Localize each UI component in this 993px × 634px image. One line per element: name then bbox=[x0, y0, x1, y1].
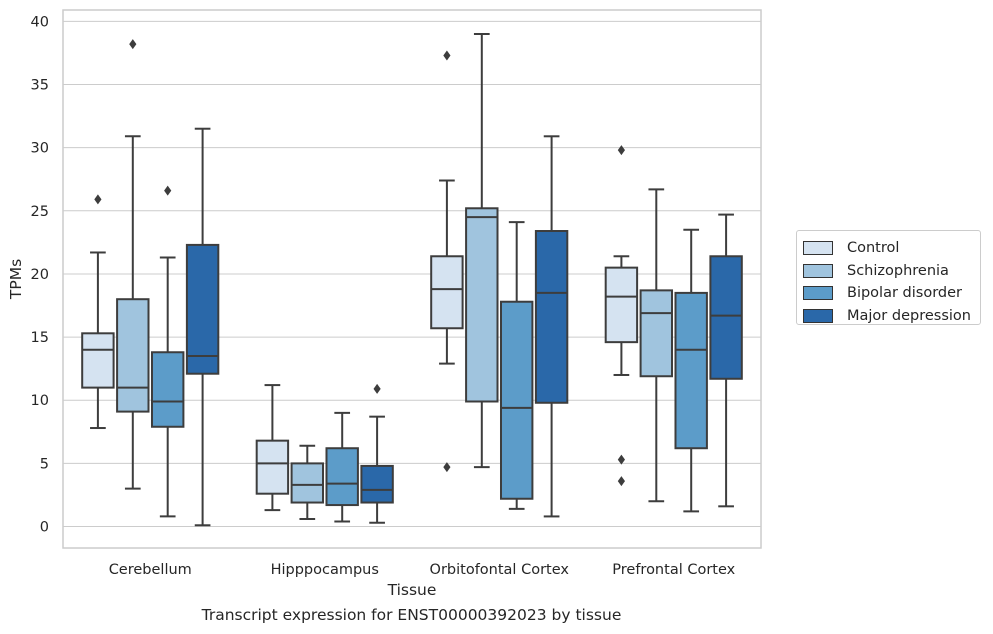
box bbox=[534, 230, 569, 404]
plot-frame bbox=[62, 9, 762, 549]
box bbox=[499, 300, 534, 500]
x-tick-label: Orbitofontal Cortex bbox=[430, 562, 570, 578]
y-tick-label: 10 bbox=[31, 393, 49, 409]
y-tick-label: 35 bbox=[31, 78, 49, 94]
legend-label-bipolar-disorder: Bipolar disorder bbox=[847, 285, 962, 302]
legend-swatch-schizophrenia bbox=[803, 263, 833, 278]
outlier-point bbox=[443, 462, 451, 473]
box bbox=[465, 207, 499, 403]
legend-label-major-depression: Major depression bbox=[847, 307, 971, 324]
outlier-point bbox=[443, 50, 451, 61]
y-tick-label: 15 bbox=[31, 330, 49, 346]
x-tick-label: Hipppocampus bbox=[271, 562, 379, 578]
legend-item-bipolar-disorder: Bipolar disorder bbox=[803, 282, 980, 305]
outlier-point bbox=[617, 454, 625, 465]
legend-label-schizophrenia: Schizophrenia bbox=[847, 262, 949, 279]
box bbox=[150, 351, 185, 428]
box bbox=[290, 462, 325, 504]
box bbox=[709, 255, 743, 380]
legend-swatch-bipolar-disorder bbox=[803, 286, 833, 301]
box bbox=[81, 332, 115, 389]
box bbox=[639, 289, 674, 378]
legend-label-control: Control bbox=[847, 240, 900, 257]
legend: Control Schizophrenia Bipolar disorder M… bbox=[796, 230, 981, 325]
x-axis-title: Tissue bbox=[387, 581, 437, 599]
y-tick-label: 40 bbox=[31, 14, 49, 30]
box bbox=[604, 266, 639, 344]
outlier-point bbox=[373, 383, 381, 394]
y-tick-label: 20 bbox=[31, 267, 49, 283]
box bbox=[255, 439, 290, 495]
legend-swatch-control bbox=[803, 241, 833, 256]
outlier-point bbox=[94, 194, 102, 205]
y-axis-title: TPMs bbox=[7, 259, 25, 300]
x-tick-label: Prefrontal Cortex bbox=[612, 562, 735, 578]
legend-swatch-major-depression bbox=[803, 308, 833, 323]
legend-item-control: Control bbox=[803, 237, 980, 260]
y-tick-label: 0 bbox=[40, 520, 49, 536]
legend-item-major-depression: Major depression bbox=[803, 305, 980, 328]
box bbox=[360, 464, 394, 504]
box bbox=[116, 298, 150, 413]
outlier-point bbox=[617, 145, 625, 156]
box bbox=[674, 291, 708, 450]
box bbox=[325, 447, 359, 507]
y-tick-label: 25 bbox=[31, 204, 49, 220]
box bbox=[185, 243, 220, 375]
box bbox=[430, 255, 464, 330]
legend-item-schizophrenia: Schizophrenia bbox=[803, 260, 980, 283]
x-tick-label: Cerebellum bbox=[109, 562, 192, 578]
y-tick-label: 30 bbox=[31, 141, 49, 157]
outlier-point bbox=[164, 185, 172, 196]
outlier-point bbox=[617, 476, 625, 487]
outlier-point bbox=[129, 39, 137, 50]
y-tick-label: 5 bbox=[40, 456, 49, 472]
chart-title: Transcript expression for ENST0000039202… bbox=[201, 606, 622, 624]
